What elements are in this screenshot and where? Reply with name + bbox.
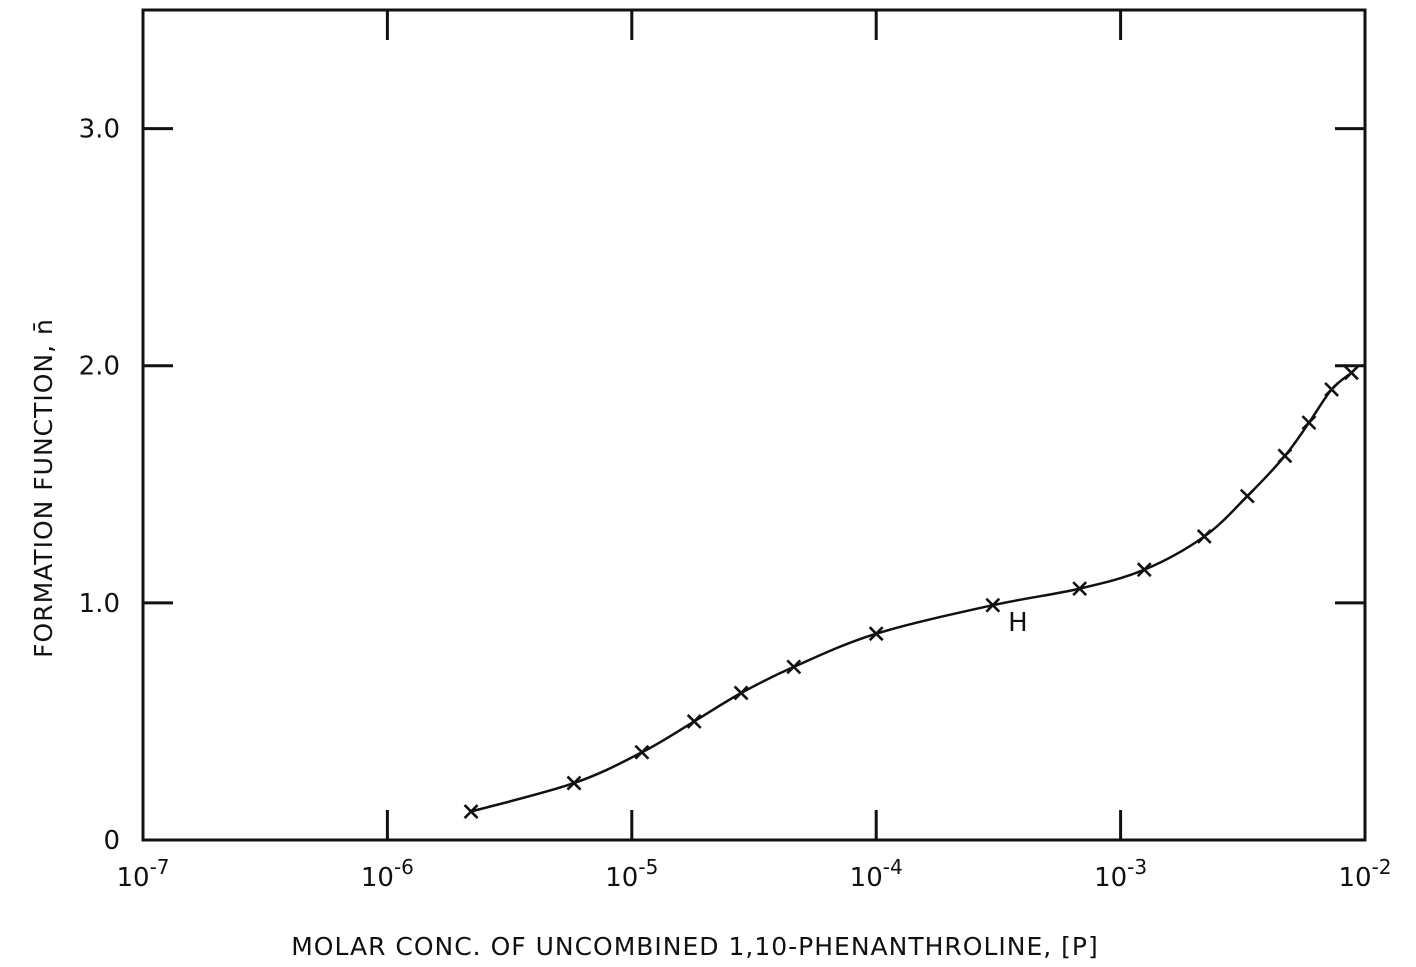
- data-point-marker: [1324, 382, 1340, 397]
- data-series: [470, 371, 1353, 813]
- x-tick-labels: 10-7 10-6 10-5 10-4 10-3 10-2: [116, 855, 1391, 893]
- data-point-marker: [634, 744, 650, 760]
- data-point-marker: [463, 804, 479, 819]
- x-tick-label: 10-5: [605, 855, 658, 893]
- data-point-marker: [1277, 448, 1293, 464]
- y-tick-label: 2.0: [79, 352, 120, 382]
- data-point-marker: [1196, 529, 1212, 544]
- series-line: [470, 371, 1353, 813]
- data-point-marker: [1301, 415, 1317, 431]
- x-tick-label: 10-4: [850, 855, 903, 893]
- marker-stroke: [786, 659, 802, 675]
- x-tick-label: 10-6: [361, 855, 414, 893]
- x-tick-label: 10-7: [116, 855, 169, 893]
- plot-frame: [141, 8, 1367, 842]
- y-tick-label: 0: [103, 826, 120, 856]
- data-point-marker: [786, 659, 802, 675]
- x-tick-label: 10-2: [1338, 855, 1391, 893]
- data-markers: [463, 365, 1359, 819]
- marker-stroke: [686, 714, 702, 729]
- data-point-marker: [985, 597, 1001, 613]
- marker-stroke: [1239, 488, 1255, 504]
- data-point-marker: [1239, 488, 1255, 504]
- data-point-marker: [1344, 365, 1359, 381]
- marker-stroke: [1324, 382, 1340, 397]
- marker-stroke: [1277, 448, 1293, 464]
- data-point-marker: [1072, 581, 1088, 597]
- data-point-marker: [733, 685, 749, 701]
- marker-stroke: [1196, 529, 1212, 544]
- y-tick-label: 3.0: [79, 115, 120, 145]
- plot-border: [141, 8, 1367, 842]
- axis-ticks: [141, 10, 1367, 842]
- marker-stroke: [985, 597, 1001, 613]
- x-axis-label: MOLAR CONC. OF UNCOMBINED 1,10-PHENANTHR…: [291, 932, 1099, 961]
- marker-stroke: [1136, 562, 1152, 578]
- annotations: H: [1008, 608, 1028, 638]
- marker-stroke: [1344, 365, 1359, 381]
- y-tick-labels: 0 1.0 2.0 3.0: [79, 115, 120, 856]
- marker-stroke: [868, 626, 884, 642]
- y-tick-label: 1.0: [79, 589, 120, 619]
- curve-annotation: H: [1008, 608, 1028, 638]
- marker-stroke: [566, 775, 582, 791]
- marker-stroke: [1072, 581, 1088, 597]
- marker-stroke: [1301, 415, 1317, 431]
- data-point-marker: [1136, 562, 1152, 578]
- y-axis-label: FORMATION FUNCTION, n̄: [29, 318, 58, 658]
- marker-stroke: [463, 804, 479, 819]
- data-point-marker: [686, 714, 702, 729]
- marker-stroke: [733, 685, 749, 701]
- data-point-marker: [868, 626, 884, 642]
- data-point-marker: [566, 775, 582, 791]
- marker-stroke: [634, 744, 650, 760]
- x-tick-label: 10-3: [1094, 855, 1147, 893]
